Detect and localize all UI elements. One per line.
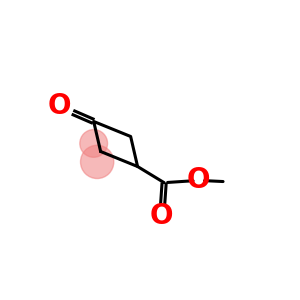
Text: O: O bbox=[150, 202, 174, 230]
Text: O: O bbox=[47, 92, 71, 121]
Circle shape bbox=[80, 130, 108, 157]
Circle shape bbox=[80, 145, 114, 178]
Text: O: O bbox=[187, 167, 211, 194]
